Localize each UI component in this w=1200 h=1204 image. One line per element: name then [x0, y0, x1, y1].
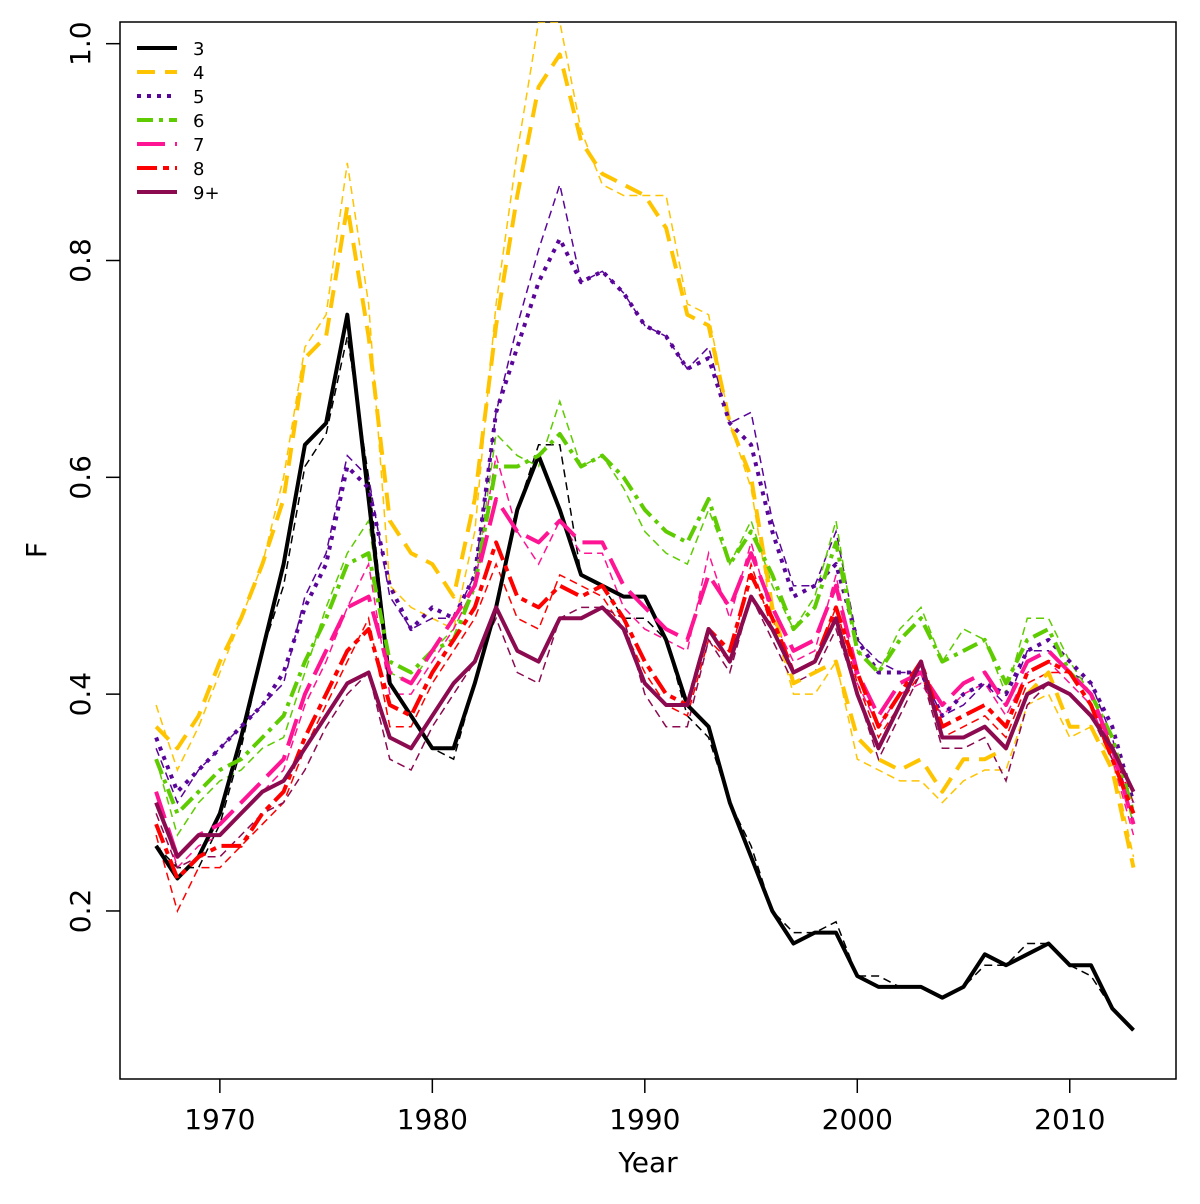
x-tick-label: 1980: [397, 1103, 468, 1136]
y-tick-label: 0.8: [64, 238, 97, 283]
series-5-bound-line: [155, 181, 1135, 825]
x-tick-label: 2010: [1034, 1103, 1105, 1136]
series-8-line: [154, 540, 1136, 881]
series-4-bound-line: [155, 22, 1135, 857]
x-axis-label: Year: [617, 1146, 678, 1179]
series-6-line: [154, 432, 1136, 816]
series-7-line: [154, 497, 1136, 859]
legend-label-9+: 9+: [193, 183, 220, 204]
y-tick-label: 0.2: [64, 889, 97, 934]
y-tick-label: 0.4: [64, 672, 97, 717]
series-9+-line: [154, 594, 1136, 859]
y-axis: 0.2 0.4 0.6 0.8 1.0: [64, 21, 120, 933]
x-tick-label: 1970: [184, 1103, 255, 1136]
x-tick-label: 2000: [822, 1103, 893, 1136]
series-8-bound-line: [155, 561, 1135, 914]
y-tick-label: 1.0: [64, 21, 97, 66]
legend-label-5: 5: [193, 87, 204, 108]
legend-label-6: 6: [193, 111, 204, 132]
series-9+-bound-line: [155, 594, 1135, 869]
series-4-line: [154, 52, 1136, 869]
series-7-bound-line: [155, 455, 1135, 870]
bound-lines: [155, 22, 1135, 1031]
legend-label-4: 4: [193, 63, 204, 84]
y-axis-label: F: [20, 542, 53, 558]
x-tick-label: 1990: [609, 1103, 680, 1136]
legend-label-3: 3: [193, 39, 204, 60]
legend-label-7: 7: [193, 135, 204, 156]
x-axis: 1970 1980 1990 2000 2010: [184, 1079, 1105, 1136]
series-3-line: [154, 312, 1135, 1032]
legend: 3 4 5 6 7 8 9+: [137, 39, 220, 204]
series-5-line: [154, 236, 1136, 804]
y-tick-label: 0.6: [64, 455, 97, 500]
series-lines: [154, 52, 1136, 1032]
plot-frame: [119, 21, 1177, 1080]
legend-label-8: 8: [193, 159, 204, 180]
